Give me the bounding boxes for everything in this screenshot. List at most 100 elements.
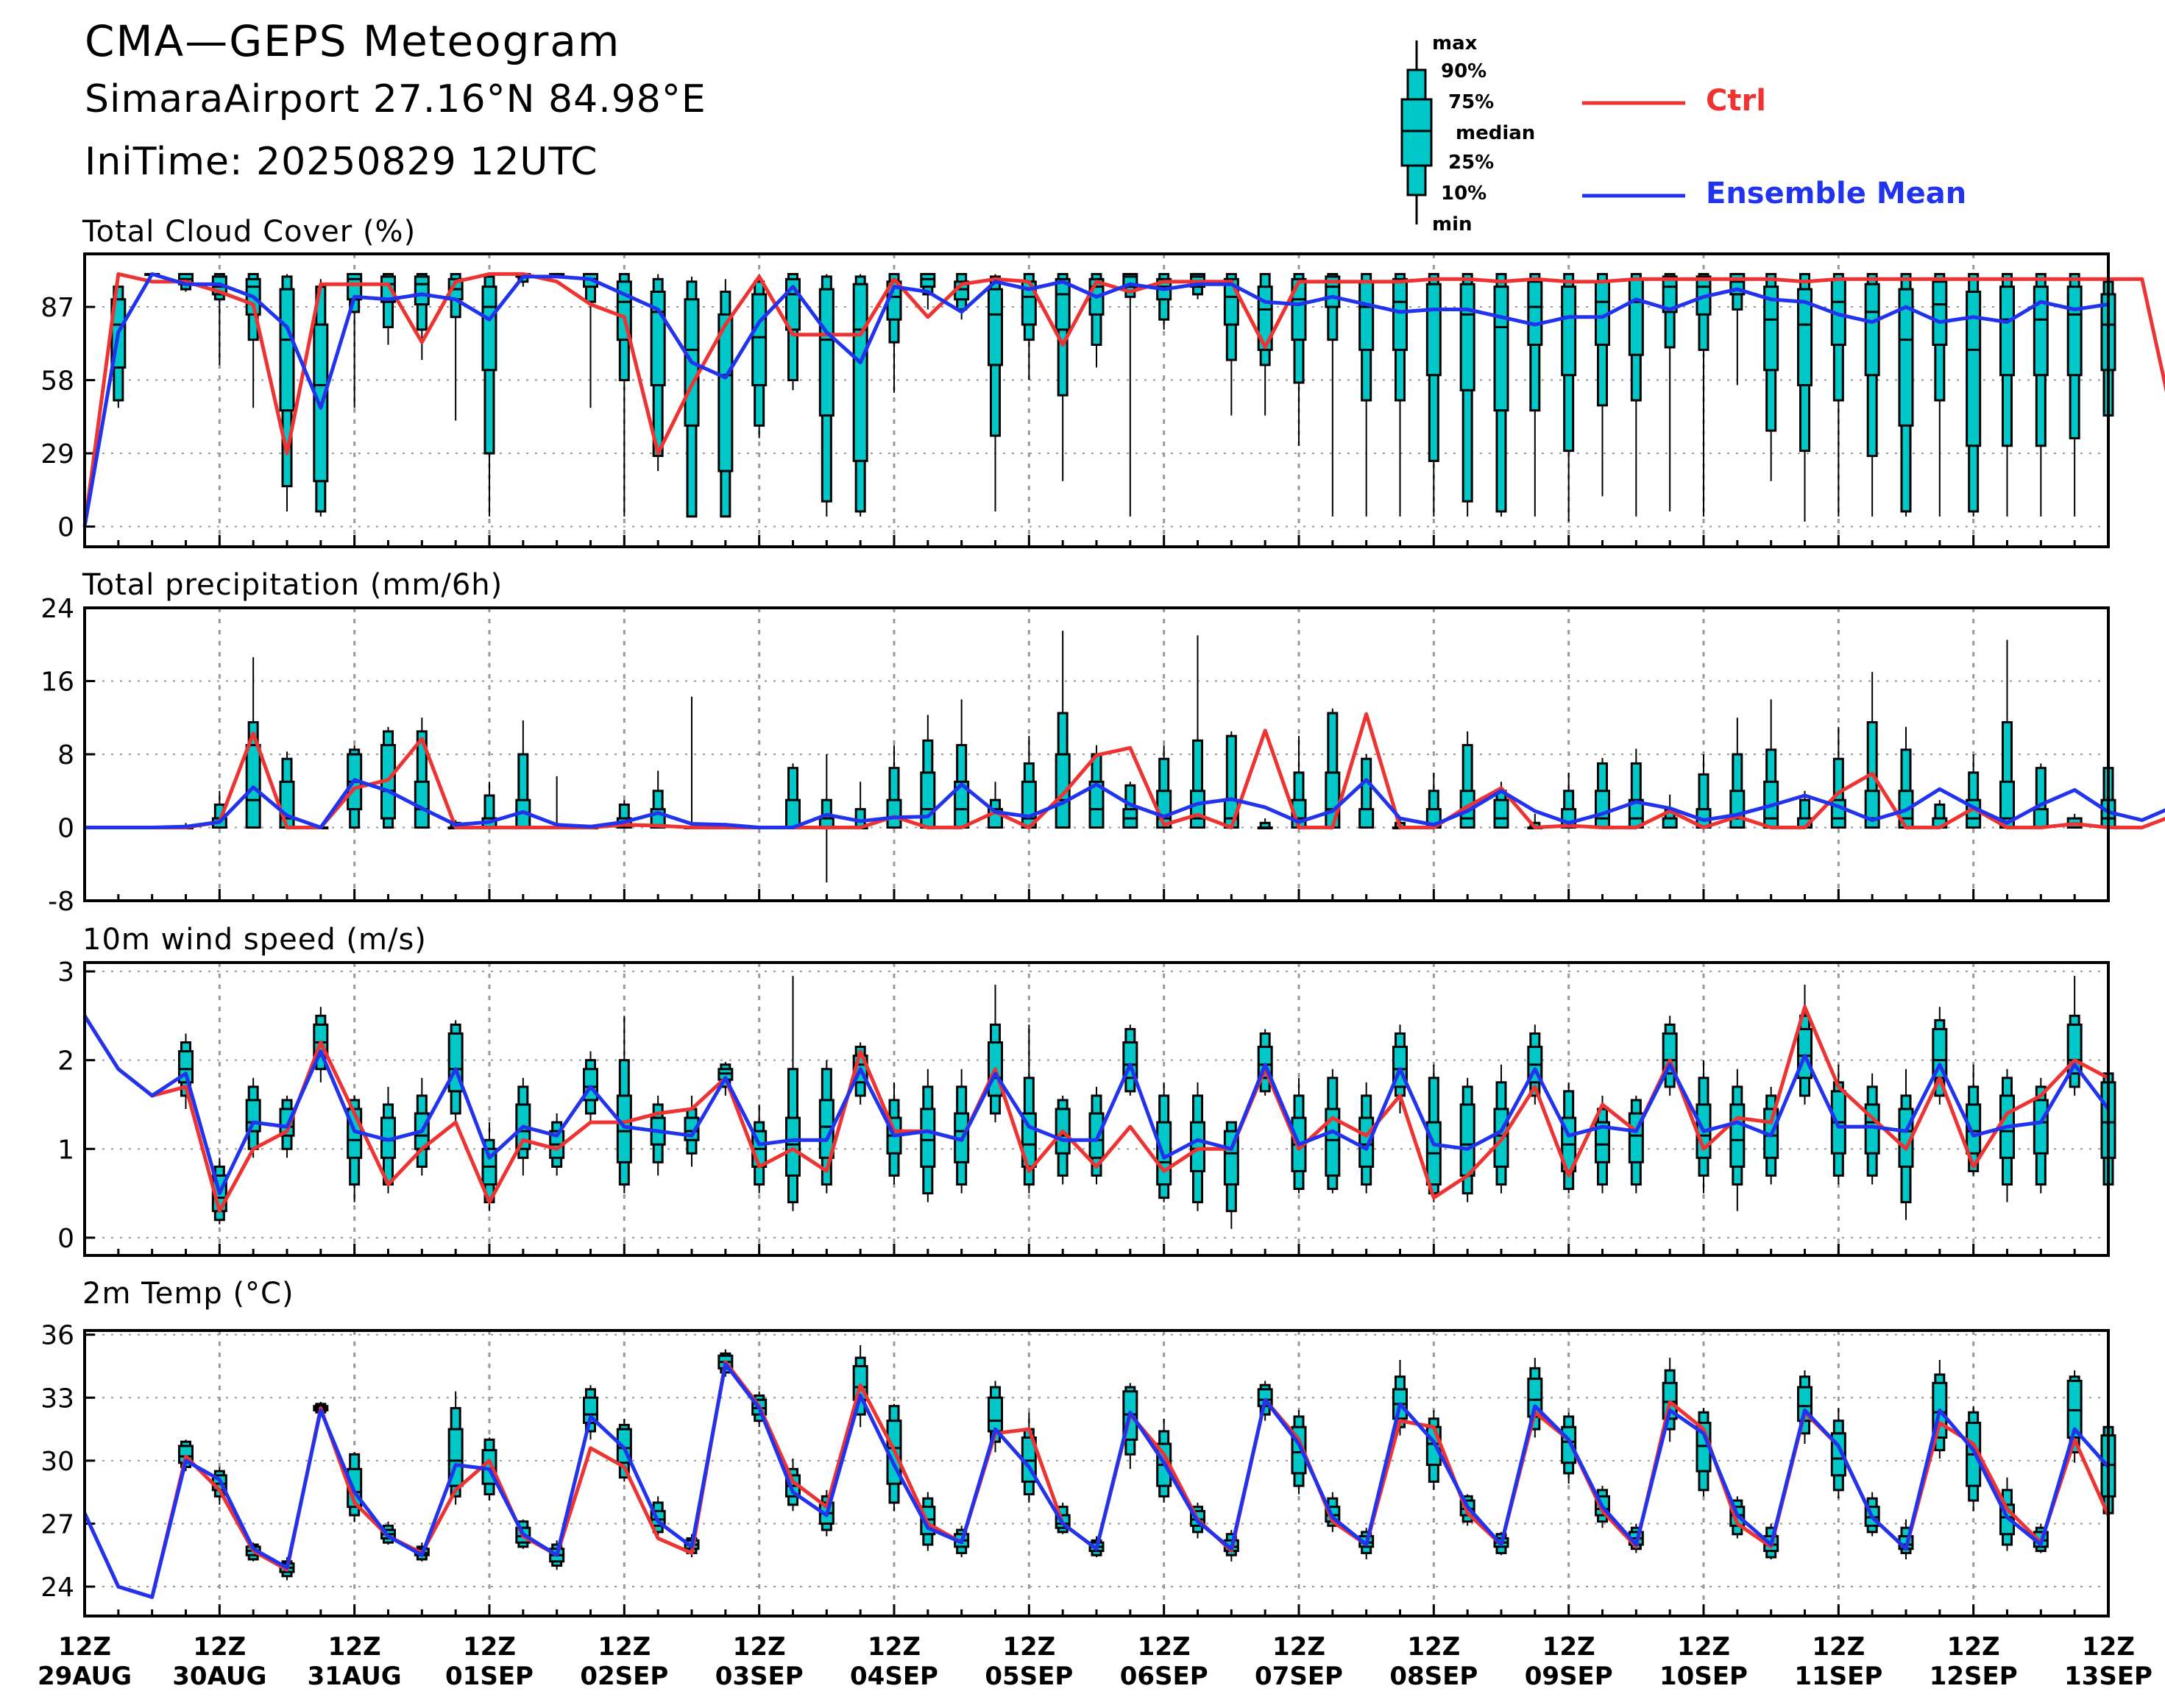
box-10	[414, 717, 430, 829]
box-15	[583, 272, 598, 408]
x-tick-hour: 12Z	[1542, 1632, 1595, 1662]
x-tick-date: 04SEP	[850, 1662, 938, 1691]
box-25-75	[1425, 283, 1442, 377]
box-25-75	[1864, 790, 1880, 829]
panel-frame	[83, 961, 2110, 1257]
x-tick-date: 30AUG	[172, 1662, 266, 1691]
panel-3: 24 27 30 33 36	[40, 1321, 2116, 1617]
y-tick-label: 24	[40, 1573, 74, 1603]
box-38	[1358, 754, 1375, 829]
box-25-75	[1628, 277, 1644, 356]
box-16	[616, 1016, 632, 1194]
box-33	[1190, 1082, 1205, 1211]
box-39	[1392, 272, 1408, 517]
box-50	[1763, 272, 1779, 481]
box-35	[1257, 818, 1273, 829]
x-tick-hour: 12Z	[1947, 1632, 2000, 1662]
box-30	[1088, 745, 1105, 829]
box-25-75	[1459, 283, 1475, 391]
box-48	[1695, 754, 1712, 829]
box-25-75	[1055, 277, 1071, 331]
box-55	[1932, 1007, 1948, 1105]
legend-key-25: 25%	[1448, 152, 1495, 174]
x-tick-date: 03SEP	[715, 1662, 804, 1691]
box-37	[1325, 272, 1341, 517]
box-28	[1021, 1412, 1037, 1503]
legend-key-max: max	[1432, 32, 1478, 54]
box-25-75	[1325, 1108, 1341, 1177]
panel-frame	[83, 252, 2110, 548]
panel-frame	[83, 606, 2110, 902]
x-tick-date: 09SEP	[1525, 1662, 1613, 1691]
x-tick-hour: 12Z	[1812, 1632, 1865, 1662]
box-25-75	[1729, 790, 1746, 829]
box-25-75	[2033, 1099, 2049, 1155]
box-25-75	[920, 272, 936, 288]
y-tick-label: 0	[57, 513, 74, 543]
box-51	[1797, 272, 1813, 522]
legend-ens-label: Ensemble Mean	[1706, 177, 1967, 210]
box-25-75	[1055, 753, 1071, 829]
y-tick-label: 1	[57, 1135, 74, 1165]
box-25-75	[481, 286, 497, 372]
box-57	[1999, 639, 2015, 829]
box-25-75	[1459, 1103, 1475, 1177]
x-tick-hour: 12Z	[58, 1632, 111, 1662]
box-25-75	[414, 275, 430, 306]
y-tick-label: 0	[57, 814, 74, 844]
box-25-75	[818, 288, 835, 417]
x-tick-date: 13SEP	[2064, 1662, 2152, 1691]
box-31	[1122, 272, 1138, 517]
y-tick-label: 36	[40, 1321, 74, 1351]
x-tick-hour: 12Z	[1002, 1632, 1055, 1662]
panel-title-precip: Total precipitation (mm/6h)	[82, 568, 503, 602]
box-25-75	[1088, 780, 1105, 829]
box-25-75	[1966, 290, 1982, 447]
box-23	[852, 274, 868, 517]
box-34	[1223, 272, 1239, 416]
panel-1: -8 0 8 16 24	[40, 594, 2165, 917]
box-25-75	[279, 780, 295, 829]
box-59	[2066, 976, 2083, 1096]
box-25-75	[886, 798, 902, 829]
x-tick-hour: 12Z	[1272, 1632, 1325, 1662]
legend-box-outer	[1400, 98, 1433, 167]
box-51	[1797, 985, 1813, 1105]
box-46	[1628, 272, 1644, 517]
x-tick-date: 07SEP	[1255, 1662, 1343, 1691]
box-25-75	[920, 771, 936, 829]
box-25-75	[1864, 283, 1880, 377]
box-56	[1966, 272, 1982, 517]
box-27	[988, 1381, 1003, 1453]
box-5	[245, 1077, 261, 1158]
panel-0: 0 29 58 87	[40, 252, 2165, 548]
box-27	[988, 985, 1003, 1123]
box-44	[1561, 772, 1577, 829]
box-53	[1864, 672, 1880, 829]
box-52	[1830, 272, 1846, 517]
box-54	[1898, 272, 1914, 517]
ensemble-mean-line	[82, 1015, 2110, 1196]
ctrl-line	[85, 712, 2165, 829]
y-tick-label: 30	[40, 1447, 74, 1477]
panel-title-wind: 10m wind speed (m/s)	[82, 923, 427, 957]
box-27	[988, 782, 1003, 829]
box-25-75	[1190, 790, 1205, 829]
box-25-75	[785, 798, 801, 829]
box-25-75	[2033, 286, 2049, 377]
box-53	[1864, 272, 1880, 517]
box-25-75	[1729, 1103, 1746, 1168]
box-11	[447, 272, 464, 421]
box-19	[717, 279, 734, 518]
box-20	[751, 1104, 768, 1194]
x-tick-hour: 12Z	[1677, 1632, 1730, 1662]
box-17	[650, 770, 666, 829]
box-17	[650, 1095, 666, 1176]
box-24	[886, 745, 902, 829]
x-tick-date: 05SEP	[985, 1662, 1073, 1691]
box-25	[920, 1069, 936, 1202]
panel-title-cloud: Total Cloud Cover (%)	[82, 215, 417, 249]
box-25-75	[920, 1108, 936, 1168]
box-25-75	[988, 1396, 1003, 1433]
